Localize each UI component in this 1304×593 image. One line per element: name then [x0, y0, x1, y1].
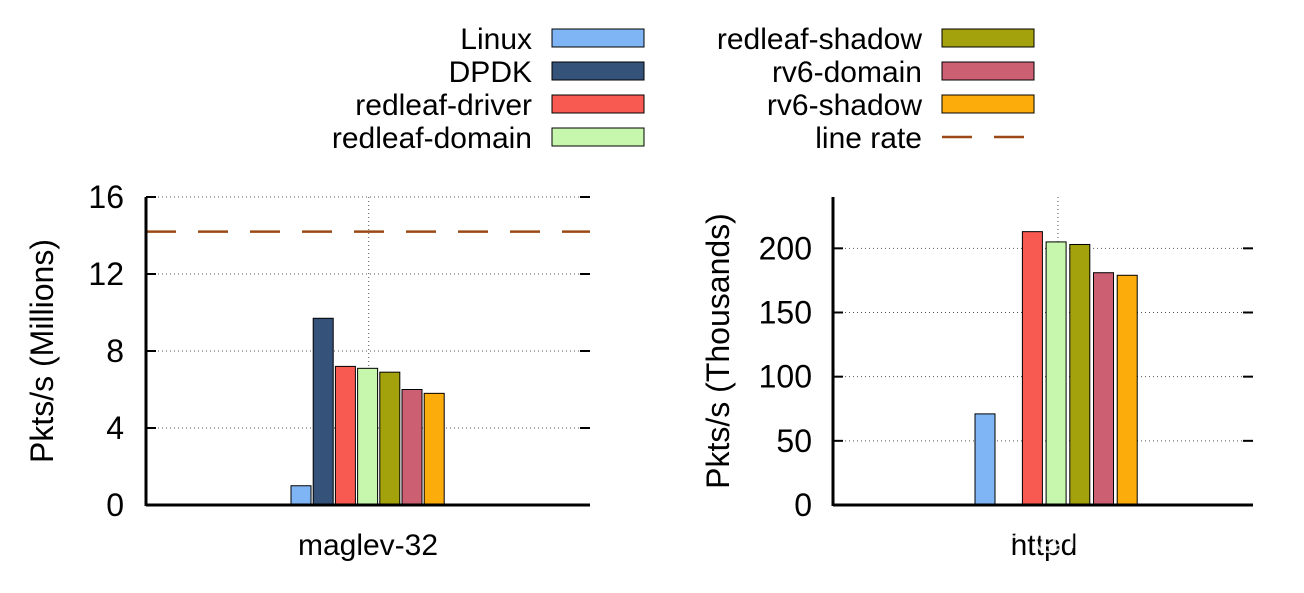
tick-label-8: 8	[106, 333, 124, 369]
bar-rv6-shadow	[423, 392, 445, 506]
bar-rv6-domain	[1093, 272, 1114, 506]
tick-label-16: 16	[88, 179, 124, 215]
tick-label-12: 12	[88, 256, 124, 292]
legend-swatch-redleaf-shadow	[941, 28, 1035, 48]
bar-linux	[290, 485, 312, 506]
y-axis-title: Pkts/s (Millions)	[24, 239, 60, 463]
legend-swatch-linux	[551, 28, 645, 48]
tick-label-0: 0	[794, 487, 812, 523]
chart-maglev: 0 4 8 12 16 Pkts/s (Millions) maglev-32	[24, 179, 590, 562]
bar-dpdk	[312, 317, 334, 506]
bar-redleaf-shadow	[1069, 243, 1091, 506]
legend-label-redleaf-driver: redleaf-driver	[355, 89, 532, 122]
bar-rv6-domain	[401, 389, 423, 506]
legend-label-line-rate: line rate	[815, 122, 922, 155]
legend-swatch-rv6-domain	[941, 61, 1035, 81]
legend-label-redleaf-shadow: redleaf-shadow	[717, 23, 922, 56]
bar-linux	[974, 413, 996, 506]
chart-httpd: 0 50 100 150 200 Pkts/s (Thousands) httpd	[700, 197, 1253, 562]
bar-redleaf-domain	[1045, 241, 1067, 506]
tick-label-50: 50	[776, 423, 812, 459]
category-label-httpd: httpd	[1011, 529, 1078, 562]
tick-label-150: 150	[759, 295, 812, 331]
bar-redleaf-driver	[1021, 231, 1043, 506]
legend-swatch-redleaf-driver	[551, 94, 645, 114]
legend-label-linux: Linux	[460, 23, 532, 56]
bar-redleaf-shadow	[379, 371, 401, 506]
bar-redleaf-domain	[357, 367, 379, 506]
legend-label-rv6-domain: rv6-domain	[772, 56, 922, 89]
legend-label-rv6-shadow: rv6-shadow	[767, 89, 922, 122]
tick-label-100: 100	[759, 359, 812, 395]
tick-label-0: 0	[106, 487, 124, 523]
watermark: 知乎 @IPADS-SYS	[955, 518, 1246, 556]
legend-swatch-redleaf-domain	[551, 127, 645, 147]
tick-label-200: 200	[759, 230, 812, 266]
legend-label-dpdk: DPDK	[449, 56, 532, 89]
bar-rv6-shadow	[1116, 274, 1138, 506]
category-label-maglev-32: maglev-32	[298, 529, 438, 562]
legend-swatch-rv6-shadow	[941, 94, 1035, 114]
bar-redleaf-driver	[334, 365, 356, 506]
legend-label-redleaf-domain: redleaf-domain	[332, 122, 532, 155]
legend-swatch-dpdk	[551, 61, 645, 81]
tick-label-4: 4	[106, 410, 124, 446]
y-axis-title: Pkts/s (Thousands)	[700, 213, 736, 489]
